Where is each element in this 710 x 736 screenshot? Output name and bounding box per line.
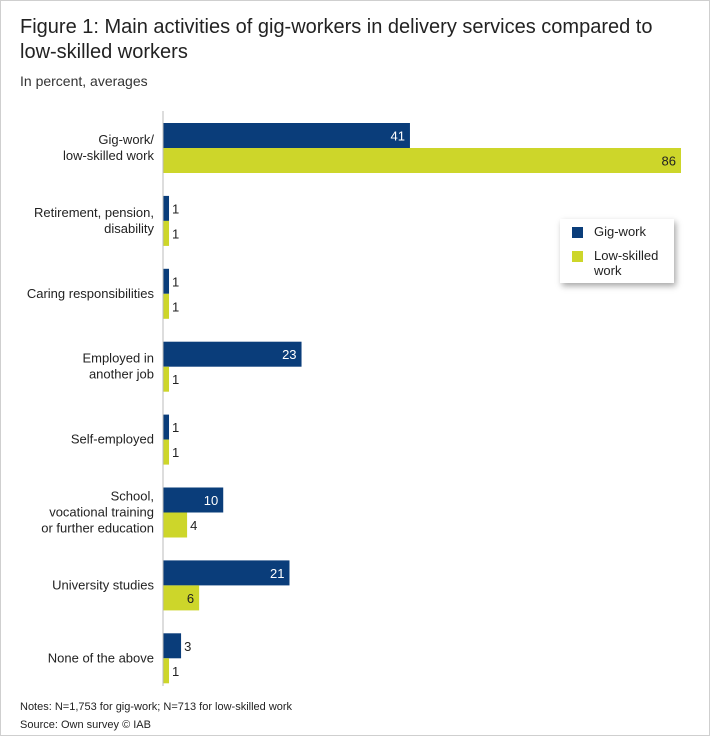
chart-title: Figure 1: Main activities of gig-workers… (20, 16, 653, 63)
data-label: 1 (172, 274, 179, 289)
legend-swatch (572, 227, 583, 238)
data-label: 10 (204, 493, 218, 508)
bar-low-skilled (163, 658, 170, 684)
notes-text: Notes: N=1,753 for gig-work; N=713 for l… (20, 701, 293, 713)
legend-item-gig-work: Gig-work (572, 224, 646, 239)
category-label: Retirement, pension, disability (34, 205, 154, 236)
bar-low-skilled (163, 585, 200, 611)
bar-low-skilled (163, 439, 170, 465)
data-label: 1 (172, 420, 179, 435)
data-label: 21 (270, 566, 284, 581)
bar-gig-work (163, 487, 224, 513)
data-label: 6 (187, 591, 194, 606)
bar-gig-work (163, 560, 290, 586)
bar-low-skilled (163, 512, 188, 538)
category-label: Caring responsibilities (27, 286, 155, 301)
bar-low-skilled (163, 293, 170, 319)
bar-gig-work (163, 195, 170, 221)
bar-gig-work (163, 341, 302, 367)
category-label: None of the above (48, 650, 154, 665)
bar-chart: Gig-work/low-skilled work4186Retirement,… (27, 111, 681, 686)
notes: Notes: N=1,753 for gig-work; N=713 for l… (20, 698, 292, 734)
bar-low-skilled (163, 148, 681, 173)
data-label: 41 (390, 129, 404, 144)
bar-gig-work (163, 633, 182, 659)
data-label: 1 (172, 664, 179, 679)
bar-gig-work (163, 268, 170, 294)
data-label: 86 (662, 154, 676, 169)
data-label: 3 (184, 639, 191, 654)
data-label: 1 (172, 226, 179, 241)
data-label: 1 (172, 299, 179, 314)
bar-gig-work (163, 123, 410, 148)
category-label: Employed in another job (82, 351, 154, 382)
bar-gig-work (163, 414, 170, 440)
category-label: University studies (52, 577, 154, 592)
category-label: Gig-work/low-skilled work (63, 132, 155, 163)
source-text: Source: Own survey © IAB (20, 719, 151, 731)
data-label: 1 (172, 445, 179, 460)
category-label: School, vocational training or further edu… (41, 489, 154, 536)
category-label: Self-employed (71, 432, 154, 447)
data-label: 1 (172, 372, 179, 387)
data-label: 4 (190, 518, 197, 533)
bar-low-skilled (163, 366, 170, 392)
data-label: 23 (282, 347, 296, 362)
legend-swatch (572, 251, 583, 262)
legend-label: Gig-work (594, 224, 647, 239)
bar-low-skilled (163, 220, 170, 246)
legend-item-low-skilled: Low-skilled work (572, 248, 667, 278)
data-label: 1 (172, 201, 179, 216)
legend-label: Low-skilled work (594, 248, 659, 278)
chart-subtitle: In percent, averages (20, 73, 148, 89)
legend: Gig-work Low-skilled work (560, 219, 674, 283)
